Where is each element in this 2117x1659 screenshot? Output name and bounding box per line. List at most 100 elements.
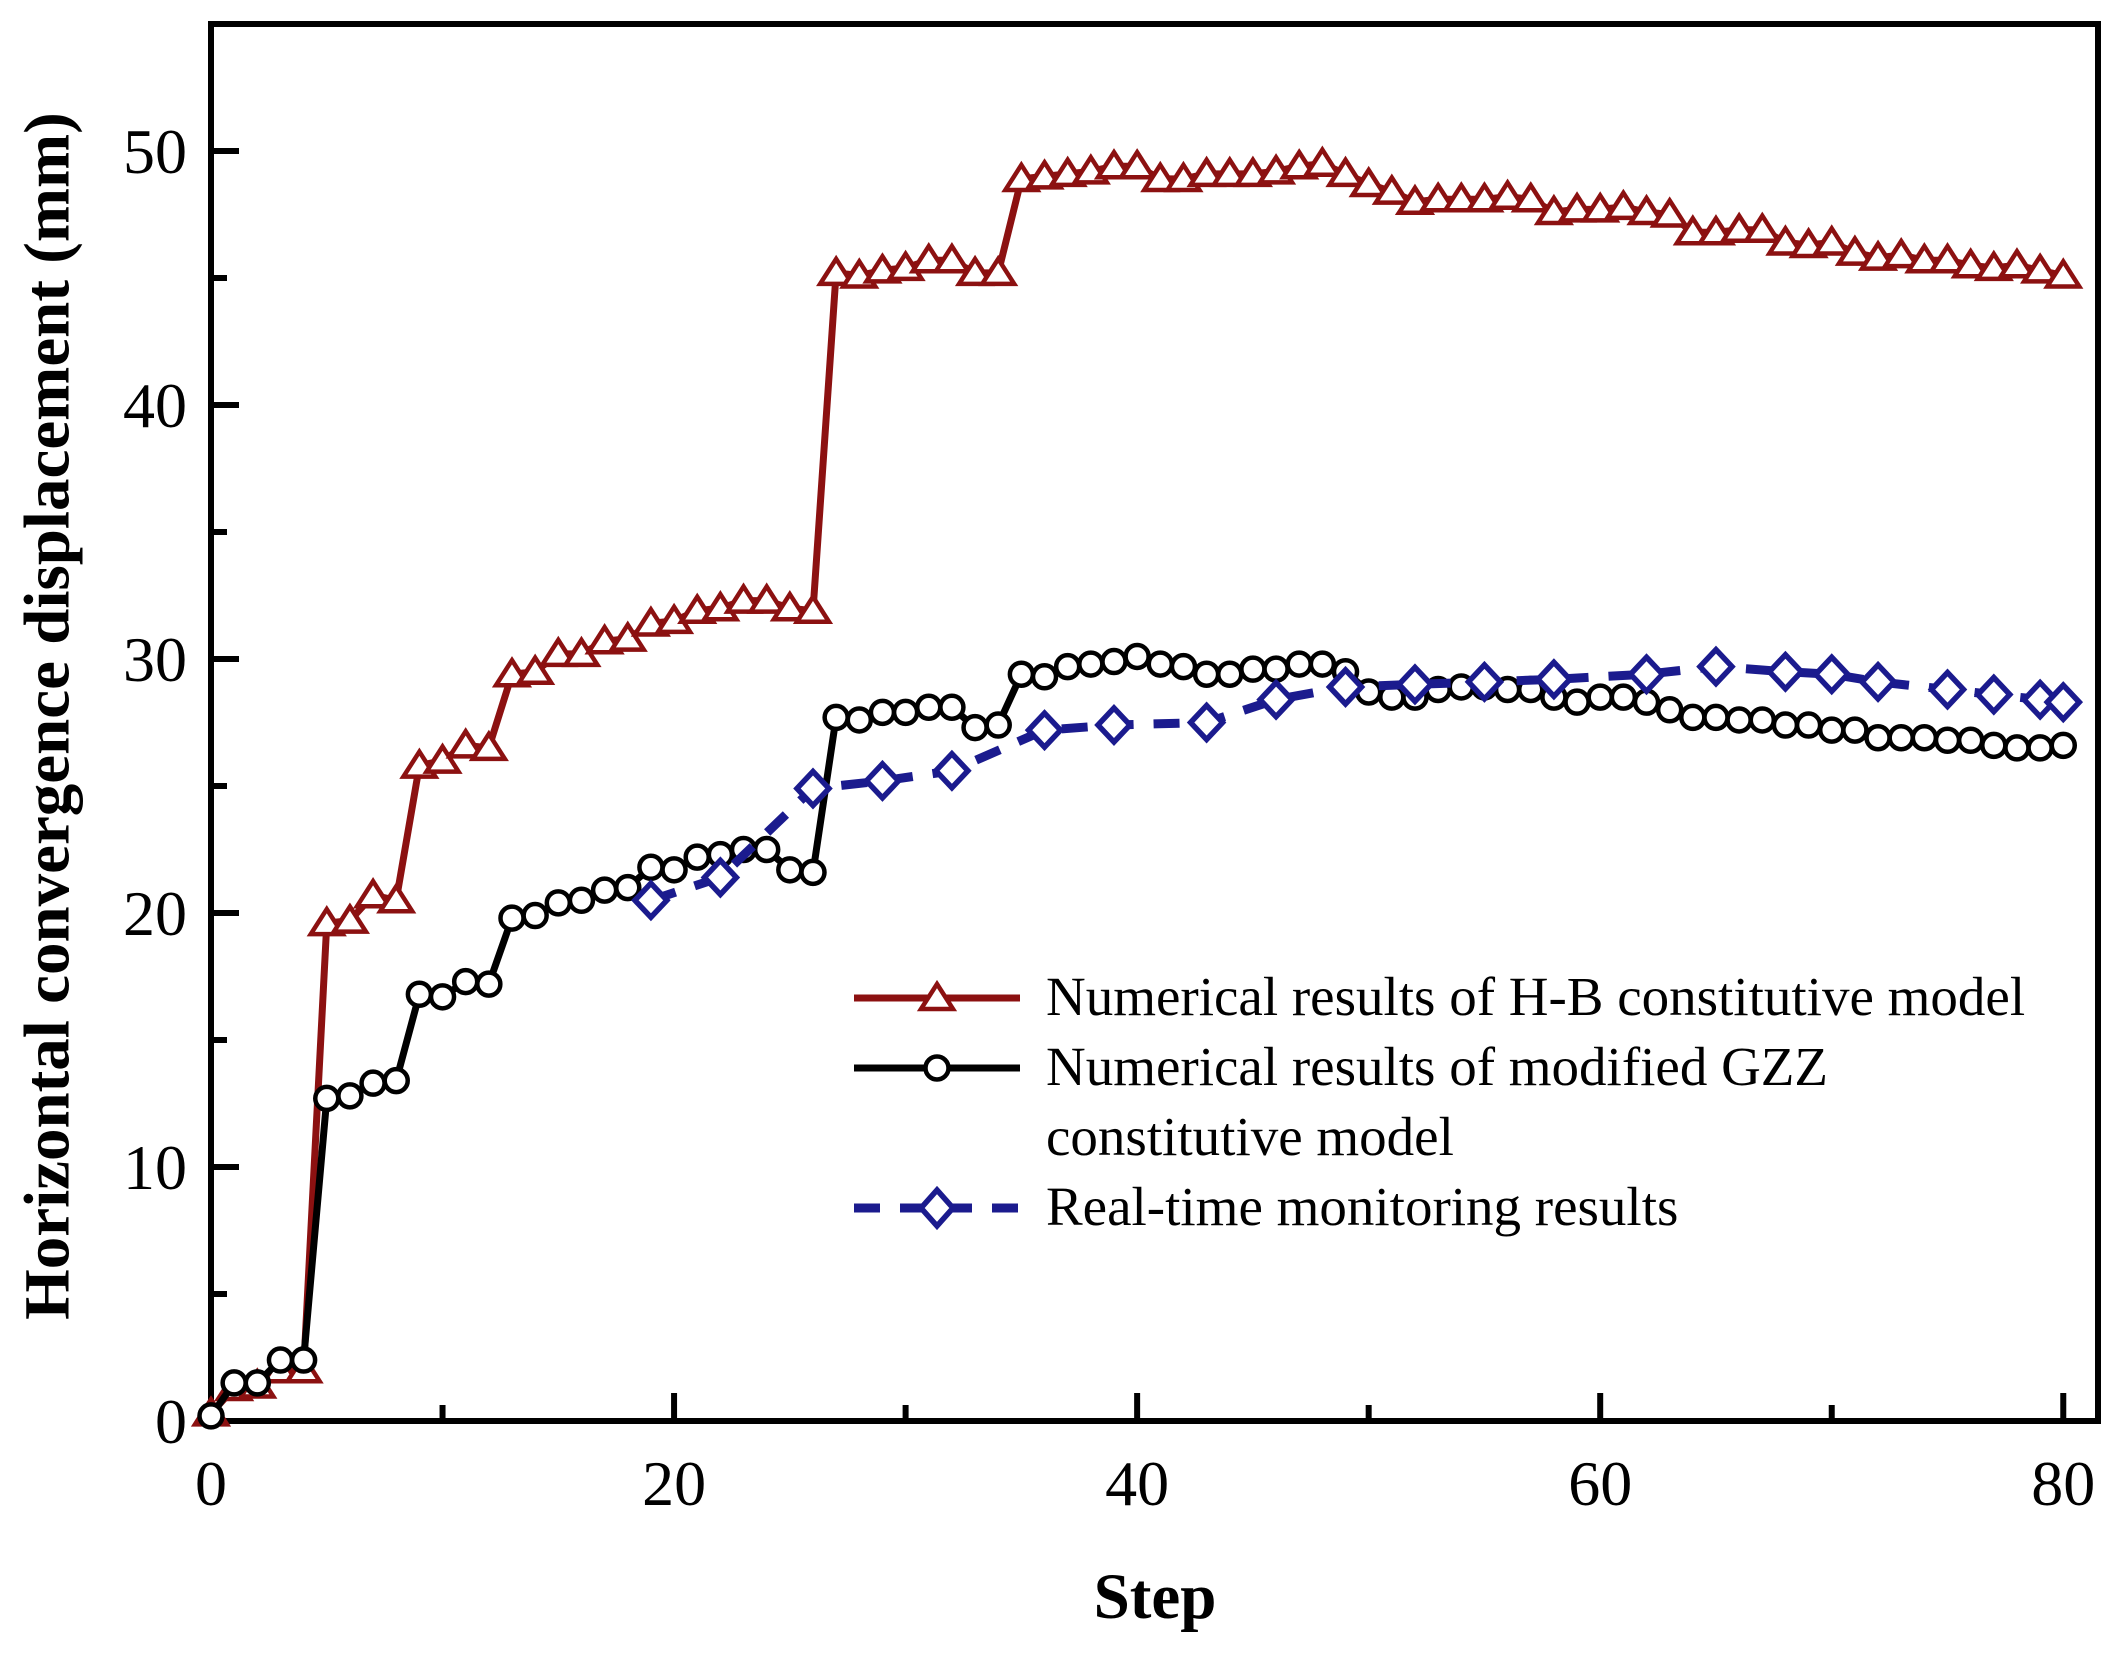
- marker-triangle: [1811, 224, 1852, 256]
- series-monitoring-line: [649, 662, 2064, 905]
- marker-diamond: [1325, 665, 1366, 708]
- marker-triangle: [1603, 188, 1644, 221]
- marker-circle: [1007, 660, 1036, 688]
- marker-circle: [1262, 655, 1290, 683]
- marker-circle: [1956, 726, 1985, 755]
- marker-diamond: [1256, 678, 1296, 721]
- marker-circle: [1771, 711, 1800, 739]
- legend-label-monitoring: Real-time monitoring results: [1046, 1176, 1679, 1237]
- marker-circle: [1586, 683, 1614, 711]
- marker-circle: [1053, 652, 1082, 681]
- marker-diamond: [631, 879, 671, 922]
- marker-circle: [2049, 731, 2078, 760]
- marker-diamond: [1974, 673, 2014, 716]
- marker-circle: [382, 1066, 410, 1095]
- marker-triangle: [1927, 242, 1968, 274]
- marker-triangle: [908, 242, 949, 274]
- marker-circle: [799, 858, 827, 887]
- marker-triangle: [723, 582, 764, 614]
- marker-triangle: [1950, 247, 1991, 279]
- marker-diamond: [862, 759, 903, 802]
- marker-triangle: [1487, 178, 1528, 210]
- y-tick-label: 40: [123, 370, 187, 441]
- marker-circle: [359, 1069, 387, 1097]
- x-tick-label: 60: [1568, 1448, 1632, 1519]
- marker-circle: [567, 886, 596, 915]
- plot-frame: [208, 21, 2101, 1424]
- marker-circle: [1980, 731, 2008, 760]
- marker-circle: [1655, 696, 1684, 724]
- marker-circle: [1192, 660, 1221, 688]
- marker-circle: [1864, 723, 1892, 752]
- legend-item-hb-model: Numerical results of H-B constitutive mo…: [852, 962, 2092, 1032]
- marker-diamond: [1765, 650, 1806, 693]
- marker-circle: [752, 835, 781, 864]
- marker-circle: [1239, 655, 1267, 683]
- marker-diamond: [1811, 653, 1852, 696]
- marker-circle: [1817, 716, 1846, 744]
- marker-triangle: [1742, 211, 1783, 243]
- marker-circle: [521, 901, 549, 930]
- legend-label-hb-model: Numerical results of H-B constitutive mo…: [1046, 966, 2026, 1027]
- marker-triangle: [769, 590, 810, 622]
- y-tick-label: 30: [123, 624, 187, 695]
- marker-triangle: [1348, 165, 1389, 198]
- marker-circle: [938, 693, 966, 722]
- marker-circle: [1169, 652, 1198, 681]
- marker-circle: [289, 1346, 318, 1374]
- marker-circle: [915, 693, 943, 722]
- marker-circle: [891, 698, 920, 727]
- marker-diamond: [2043, 681, 2084, 724]
- marker-triangle: [607, 620, 648, 652]
- marker-triangle: [1556, 191, 1598, 223]
- marker-triangle: [1904, 242, 1945, 274]
- marker-triangle: [1093, 148, 1135, 180]
- marker-diamond: [793, 767, 833, 810]
- marker-circle: [451, 967, 480, 996]
- marker-circle: [220, 1369, 248, 1397]
- marker-circle: [1679, 703, 1707, 732]
- marker-circle: [1100, 647, 1128, 676]
- marker-circle: [1308, 650, 1337, 678]
- marker-triangle: [1117, 148, 1158, 180]
- marker-circle: [1123, 642, 1151, 671]
- marker-circle: [984, 711, 1012, 739]
- marker-triangle: [954, 254, 996, 287]
- marker-triangle: [931, 242, 973, 274]
- legend-swatch-circle-icon: [854, 1054, 1020, 1082]
- y-axis-title: Horizontal convergence displacement (mm): [11, 112, 84, 1320]
- marker-triangle: [978, 254, 1019, 287]
- marker-circle: [243, 1369, 272, 1397]
- marker-circle: [683, 843, 711, 871]
- marker-circle: [197, 1402, 225, 1430]
- legend-swatch-diamond-icon: [854, 1185, 1020, 1231]
- marker-triangle: [1765, 224, 1806, 256]
- marker-triangle: [1418, 181, 1459, 213]
- legend-swatch-triangle-icon: [854, 979, 1020, 1012]
- marker-diamond: [1858, 660, 1898, 703]
- marker-diamond: [1464, 660, 1505, 703]
- marker-triangle: [1626, 193, 1667, 226]
- marker-circle: [822, 703, 850, 732]
- marker-triangle: [1186, 155, 1227, 188]
- marker-circle: [637, 853, 665, 882]
- marker-diamond: [700, 856, 741, 899]
- marker-circle: [1702, 703, 1730, 732]
- marker-diamond: [1626, 653, 1667, 696]
- marker-circle: [1609, 683, 1638, 711]
- marker-circle: [1030, 663, 1059, 691]
- marker-circle: [1285, 650, 1313, 678]
- marker-circle: [845, 706, 874, 734]
- marker-triangle: [1719, 211, 1760, 243]
- marker-triangle: [352, 877, 394, 909]
- marker-circle: [428, 983, 457, 1011]
- x-tick-label: 20: [642, 1448, 706, 1519]
- marker-triangle: [2020, 252, 2061, 284]
- marker-circle: [498, 904, 526, 932]
- x-axis-title: Step: [1093, 1561, 1217, 1633]
- marker-diamond: [1534, 658, 1574, 701]
- marker-triangle: [816, 254, 857, 287]
- marker-triangle: [1325, 155, 1366, 188]
- marker-circle: [336, 1082, 364, 1110]
- y-tick-label: 20: [123, 878, 187, 949]
